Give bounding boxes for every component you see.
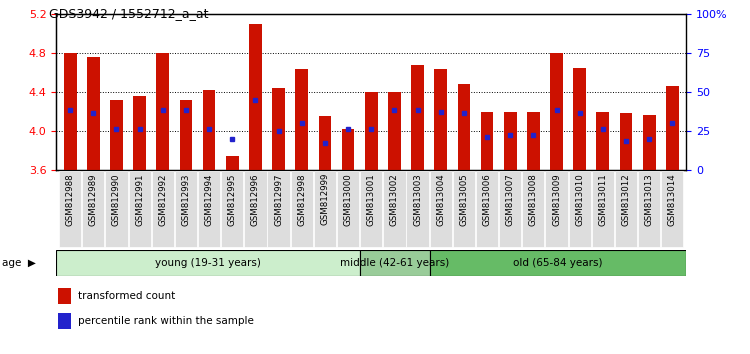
Bar: [110, 100, 123, 170]
Text: GSM812991: GSM812991: [135, 173, 144, 225]
Bar: [179, 100, 192, 170]
FancyBboxPatch shape: [522, 171, 544, 247]
Bar: [550, 53, 563, 170]
Text: GSM812989: GSM812989: [88, 173, 98, 225]
Text: GSM813004: GSM813004: [436, 173, 445, 226]
Bar: [388, 92, 400, 170]
FancyBboxPatch shape: [360, 171, 382, 247]
Text: GSM813001: GSM813001: [367, 173, 376, 226]
FancyBboxPatch shape: [499, 171, 521, 247]
FancyBboxPatch shape: [105, 171, 128, 247]
Text: GSM812994: GSM812994: [205, 173, 214, 225]
Bar: [58, 313, 71, 329]
Bar: [342, 129, 355, 170]
Text: GSM813000: GSM813000: [344, 173, 352, 226]
FancyBboxPatch shape: [592, 171, 614, 247]
Bar: [596, 112, 609, 170]
Text: GSM813011: GSM813011: [598, 173, 608, 226]
Bar: [573, 68, 586, 170]
FancyBboxPatch shape: [615, 171, 638, 247]
Bar: [481, 112, 494, 170]
Text: GSM813002: GSM813002: [390, 173, 399, 226]
Bar: [411, 65, 424, 170]
Text: age  ▶: age ▶: [2, 258, 35, 268]
Text: GSM813005: GSM813005: [460, 173, 469, 226]
FancyBboxPatch shape: [175, 171, 197, 247]
FancyBboxPatch shape: [268, 171, 290, 247]
FancyBboxPatch shape: [662, 171, 683, 247]
Bar: [527, 112, 540, 170]
Bar: [504, 112, 517, 170]
Bar: [430, 250, 686, 276]
FancyBboxPatch shape: [337, 171, 359, 247]
FancyBboxPatch shape: [152, 171, 174, 247]
Text: GSM812999: GSM812999: [320, 173, 329, 225]
FancyBboxPatch shape: [476, 171, 498, 247]
Text: transformed count: transformed count: [78, 291, 175, 301]
FancyBboxPatch shape: [545, 171, 568, 247]
Text: GSM812990: GSM812990: [112, 173, 121, 225]
FancyBboxPatch shape: [568, 171, 591, 247]
FancyBboxPatch shape: [430, 171, 451, 247]
Bar: [365, 92, 377, 170]
Bar: [134, 96, 146, 170]
FancyBboxPatch shape: [198, 171, 220, 247]
Text: GSM813008: GSM813008: [529, 173, 538, 226]
Bar: [226, 156, 238, 170]
FancyBboxPatch shape: [453, 171, 475, 247]
Text: GSM813012: GSM813012: [622, 173, 631, 226]
FancyBboxPatch shape: [59, 171, 81, 247]
Text: young (19-31 years): young (19-31 years): [155, 258, 261, 268]
Text: middle (42-61 years): middle (42-61 years): [340, 258, 449, 268]
Bar: [58, 288, 71, 304]
Text: GSM812998: GSM812998: [297, 173, 306, 225]
Text: GSM813014: GSM813014: [668, 173, 676, 226]
Bar: [157, 53, 170, 170]
Text: old (65-84 years): old (65-84 years): [513, 258, 603, 268]
Bar: [643, 115, 656, 170]
Bar: [64, 53, 76, 170]
FancyBboxPatch shape: [406, 171, 429, 247]
Bar: [56, 250, 359, 276]
Bar: [272, 88, 285, 170]
FancyBboxPatch shape: [291, 171, 313, 247]
FancyBboxPatch shape: [128, 171, 151, 247]
Text: GSM813010: GSM813010: [575, 173, 584, 226]
Bar: [87, 57, 100, 170]
Text: GSM812997: GSM812997: [274, 173, 283, 225]
FancyBboxPatch shape: [638, 171, 660, 247]
Text: GSM812988: GSM812988: [66, 173, 75, 225]
FancyBboxPatch shape: [314, 171, 336, 247]
Bar: [458, 84, 470, 170]
Text: GSM813006: GSM813006: [482, 173, 491, 226]
Text: GDS3942 / 1552712_a_at: GDS3942 / 1552712_a_at: [49, 7, 209, 20]
Text: percentile rank within the sample: percentile rank within the sample: [78, 316, 254, 326]
Text: GSM813003: GSM813003: [413, 173, 422, 226]
FancyBboxPatch shape: [383, 171, 406, 247]
Bar: [434, 69, 447, 170]
Text: GSM813009: GSM813009: [552, 173, 561, 225]
Bar: [296, 69, 308, 170]
Bar: [319, 116, 332, 170]
Text: GSM813007: GSM813007: [506, 173, 515, 226]
Bar: [359, 250, 430, 276]
Bar: [666, 86, 679, 170]
Text: GSM813013: GSM813013: [645, 173, 654, 226]
Text: GSM812995: GSM812995: [228, 173, 237, 225]
FancyBboxPatch shape: [221, 171, 244, 247]
Text: GSM812996: GSM812996: [251, 173, 260, 225]
Bar: [620, 114, 632, 170]
FancyBboxPatch shape: [244, 171, 266, 247]
Text: GSM812992: GSM812992: [158, 173, 167, 225]
FancyBboxPatch shape: [82, 171, 104, 247]
Bar: [249, 24, 262, 170]
Text: GSM812993: GSM812993: [182, 173, 190, 225]
Bar: [202, 90, 215, 170]
